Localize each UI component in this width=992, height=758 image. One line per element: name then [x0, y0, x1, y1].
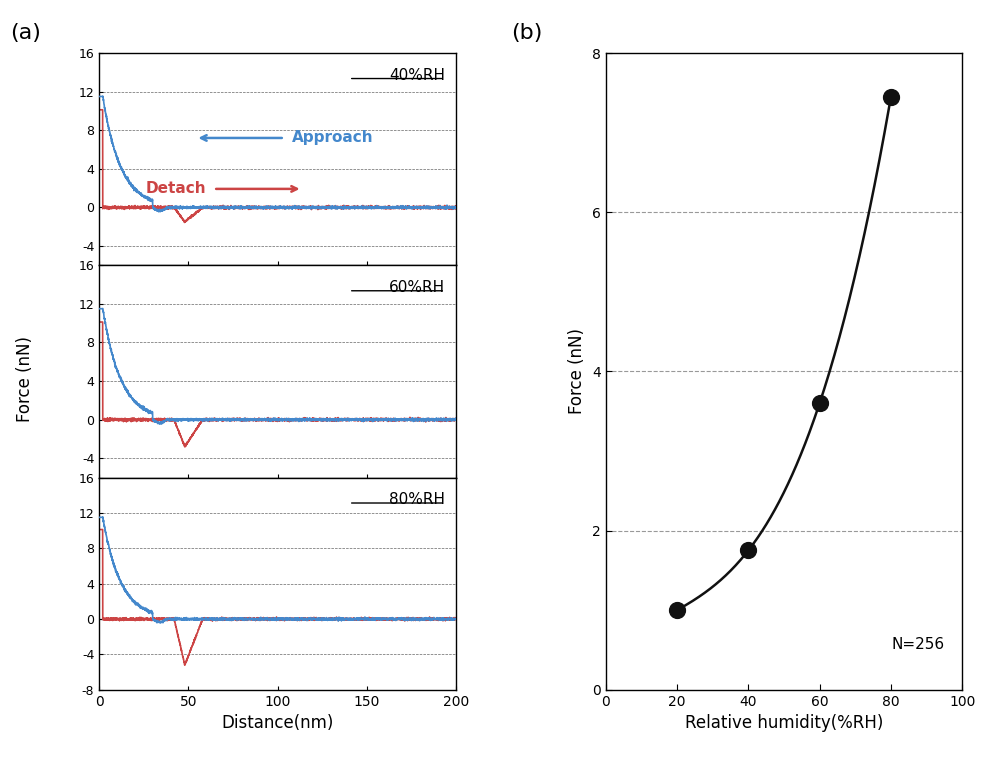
Text: Force (nN): Force (nN): [16, 336, 34, 422]
X-axis label: Distance(nm): Distance(nm): [221, 714, 333, 732]
Text: N=256: N=256: [891, 637, 944, 652]
Point: [740, 544, 756, 556]
Point: [669, 604, 684, 616]
Text: 60%RH: 60%RH: [389, 280, 445, 295]
Text: Approach: Approach: [292, 130, 373, 146]
Text: 80%RH: 80%RH: [389, 493, 445, 507]
Text: (a): (a): [10, 23, 41, 42]
Text: Detach: Detach: [146, 181, 206, 196]
Point: [811, 397, 827, 409]
X-axis label: Relative humidity(%RH): Relative humidity(%RH): [684, 714, 883, 732]
Y-axis label: Force (nN): Force (nN): [568, 328, 586, 415]
Point: [883, 91, 899, 103]
Text: (b): (b): [511, 23, 543, 42]
Text: 40%RH: 40%RH: [389, 68, 445, 83]
